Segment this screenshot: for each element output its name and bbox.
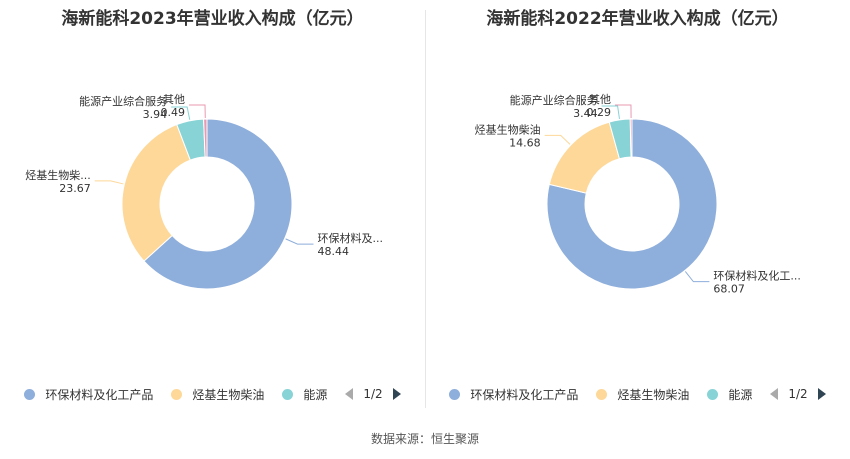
slice-value-label: 0.49 — [161, 106, 186, 119]
legend-swatch — [707, 388, 719, 400]
pie-slice-1[interactable] — [121, 123, 191, 262]
slice-label: 烃基生物柴油 — [475, 122, 541, 136]
legend: 环保材料及化工产品 烃基生物柴油 能源 1/2 — [0, 384, 425, 404]
panel-divider — [425, 10, 426, 408]
chart-panel-2022: 海新能科2022年营业收入构成（亿元） 环保材料及化工... 68.07 烃基生物柴… — [425, 0, 850, 420]
slice-value-label: 23.67 — [59, 182, 91, 195]
legend-label: 烃基生物柴油 — [617, 387, 690, 402]
slice-label: 烃基生物柴... — [25, 168, 91, 182]
legend-item[interactable]: 能源 — [282, 386, 327, 403]
next-page-icon[interactable] — [392, 388, 401, 400]
legend-label: 能源 — [303, 387, 328, 402]
label-leader-line — [544, 134, 571, 145]
label-leader-line — [94, 180, 124, 185]
label-leader-line — [189, 104, 206, 119]
legend-label: 烃基生物柴油 — [192, 387, 265, 402]
legend-label: 环保材料及化工产品 — [470, 387, 579, 402]
legend-swatch — [596, 388, 608, 400]
legend-label: 环保材料及化工产品 — [45, 387, 154, 402]
slice-label: 环保材料及... — [317, 231, 383, 245]
legend-swatch — [449, 388, 461, 400]
slice-label: 能源产业综合服务 — [79, 94, 167, 108]
data-source-note: 数据来源：恒生聚源 — [370, 432, 479, 446]
next-page-icon[interactable] — [817, 388, 826, 400]
legend-label: 能源 — [728, 387, 753, 402]
legend-swatch — [24, 388, 36, 400]
slice-value-label: 3.94 — [143, 108, 168, 121]
legend-item[interactable]: 烃基生物柴油 — [171, 386, 264, 403]
slice-label: 其他 — [589, 93, 611, 106]
prev-page-icon[interactable] — [345, 388, 354, 400]
legend-pager: 1/2 — [770, 387, 826, 401]
legend-page-indicator: 1/2 — [363, 387, 383, 401]
legend-swatch — [282, 388, 294, 400]
pie-slice-1[interactable] — [548, 121, 621, 194]
prev-page-icon[interactable] — [770, 388, 779, 400]
chart-title: 海新能科2023年营业收入构成（亿元） — [61, 9, 364, 29]
legend-item[interactable]: 能源 — [707, 386, 752, 403]
label-leader-line — [285, 238, 314, 245]
pie-slice-0[interactable] — [546, 118, 718, 290]
legend-item[interactable]: 烃基生物柴油 — [596, 386, 689, 403]
slice-label: 能源产业综合服务 — [510, 93, 598, 107]
chart-title: 海新能科2022年营业收入构成（亿元） — [486, 9, 789, 29]
label-leader-line — [171, 106, 191, 120]
legend: 环保材料及化工产品 烃基生物柴油 能源 1/2 — [425, 384, 850, 404]
legend-pager: 1/2 — [345, 387, 401, 401]
pie-slice-3[interactable] — [203, 118, 208, 158]
legend-item[interactable]: 环保材料及化工产品 — [24, 386, 153, 403]
chart-panel-2023: 海新能科2023年营业收入构成（亿元） 环保材料及... 48.44 烃基生物柴..… — [0, 0, 425, 420]
label-leader-line — [684, 271, 710, 283]
slice-label: 其他 — [163, 93, 185, 106]
label-leader-line — [614, 104, 632, 119]
slice-value-label: 0.29 — [586, 106, 611, 119]
pie-slice-3[interactable] — [629, 118, 633, 158]
legend-page-indicator: 1/2 — [788, 387, 808, 401]
slice-value-label: 68.07 — [713, 283, 745, 296]
slice-value-label: 14.68 — [509, 136, 541, 149]
slice-label: 环保材料及化工... — [713, 269, 801, 283]
legend-item[interactable]: 环保材料及化工产品 — [449, 386, 578, 403]
slice-value-label: 3.44 — [573, 107, 598, 120]
legend-swatch — [171, 388, 183, 400]
slice-value-label: 48.44 — [317, 245, 349, 258]
label-leader-line — [601, 105, 620, 119]
pie-slice-0[interactable] — [143, 118, 293, 290]
